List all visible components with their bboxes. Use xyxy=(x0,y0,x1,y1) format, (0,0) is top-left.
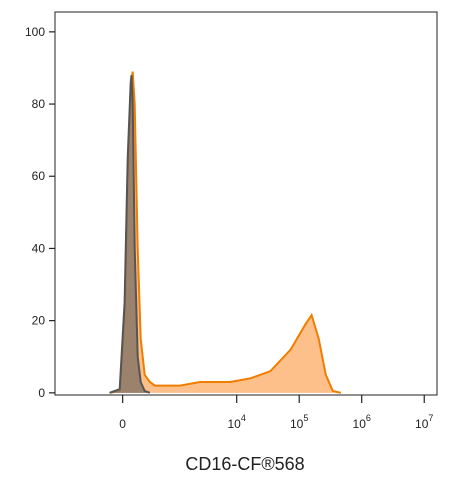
x-tick-label: 105 xyxy=(290,413,308,431)
x-axis-label: CD16-CF®568 xyxy=(185,454,304,474)
area-fill xyxy=(109,75,150,393)
y-tick-label: 60 xyxy=(32,169,46,183)
x-tick-base: 10 xyxy=(228,417,242,431)
x-tick-power: 6 xyxy=(366,413,371,423)
area-fill xyxy=(109,71,341,393)
x-tick-base: 10 xyxy=(415,417,429,431)
y-tick-label: 80 xyxy=(32,97,46,111)
x-tick-base: 10 xyxy=(353,417,367,431)
x-tick-label: 104 xyxy=(228,413,246,431)
x-tick-label: 0 xyxy=(119,417,126,431)
y-tick-label: 0 xyxy=(38,386,45,400)
x-tick-label: 106 xyxy=(353,413,371,431)
plot-frame xyxy=(54,11,438,396)
x-tick-power: 4 xyxy=(241,413,246,423)
y-tick-label: 20 xyxy=(32,314,46,328)
y-tick-label: 100 xyxy=(25,25,45,39)
area-line xyxy=(109,75,151,394)
x-tick-power: 7 xyxy=(428,413,433,423)
y-tick-label: 40 xyxy=(32,241,46,255)
x-tick-label: 107 xyxy=(415,413,433,431)
x-tick-power: 5 xyxy=(303,413,308,423)
x-tick-base: 10 xyxy=(290,417,304,431)
